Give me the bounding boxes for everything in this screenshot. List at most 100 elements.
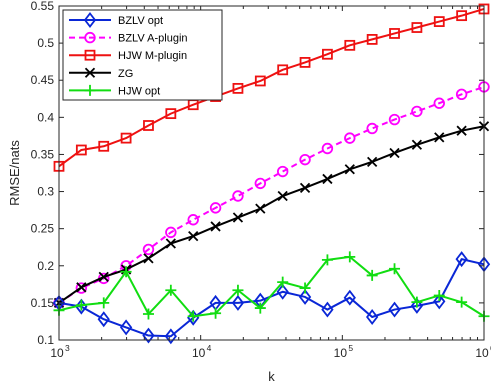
data-point-hjw-m-plugin-11 — [299, 57, 311, 68]
square-marker-shape — [322, 48, 333, 60]
plus-marker-shape — [142, 308, 154, 320]
x-marker-shape — [143, 253, 154, 264]
x-tick-label: 10 3 — [50, 343, 70, 360]
square-marker-shape — [165, 108, 177, 120]
y-tick-label: 0.4 — [37, 110, 54, 124]
diamond-marker-shape — [97, 311, 110, 328]
circle-marker-shape — [187, 214, 199, 226]
data-point-hjw-opt-5 — [165, 284, 177, 296]
axes-box — [58, 5, 485, 341]
data-point-zg-10 — [277, 190, 288, 202]
data-point-bzlv-opt-10 — [276, 283, 289, 300]
legend-entry-hjw-m-plugin: HJW M-plugin — [69, 49, 187, 62]
plus-marker-shape — [165, 284, 177, 296]
y-tick-label: 0.35 — [31, 147, 55, 161]
data-point-bzlv-a-plugin-15 — [388, 113, 401, 126]
data-point-hjw-m-plugin-5 — [165, 108, 177, 120]
circle-marker-shape — [299, 153, 311, 166]
circle-marker-shape — [84, 31, 96, 44]
plus-marker-shape — [299, 282, 311, 294]
square-marker-shape — [84, 49, 96, 61]
data-point-hjw-m-plugin-17 — [433, 16, 445, 27]
data-point-zg-12 — [322, 173, 333, 185]
x-tick-exponent: 4 — [207, 343, 212, 353]
series-hjw-opt — [53, 251, 490, 322]
diamond-marker-shape — [83, 12, 97, 28]
square-marker-shape — [389, 28, 400, 39]
data-point-hjw-opt-9 — [254, 302, 266, 314]
data-point-bzlv-opt-16 — [410, 297, 424, 314]
x-tick-label: 10 5 — [334, 343, 354, 360]
legend-label: BZLV A-plugin — [118, 33, 188, 45]
x-tick-base: 10 — [334, 346, 348, 360]
data-point-zg-6 — [188, 230, 199, 242]
data-point-bzlv-a-plugin-9 — [254, 177, 267, 190]
diamond-marker-shape — [142, 327, 155, 344]
legend-entry-hjw-opt: HJW opt — [69, 84, 160, 97]
diamond-marker-shape — [164, 328, 177, 345]
plus-marker-shape — [389, 263, 401, 275]
legend-entry-bzlv-a-plugin: BZLV A-plugin — [69, 31, 188, 45]
square-marker-shape — [344, 39, 356, 51]
data-point-hjw-opt-6 — [187, 310, 199, 322]
plus-marker-shape — [84, 84, 96, 96]
plus-marker-shape — [321, 254, 333, 266]
data-point-hjw-m-plugin-1 — [75, 144, 87, 156]
y-tick-label: 0.1 — [37, 333, 54, 347]
data-point-zg-5 — [165, 238, 176, 249]
circle-marker-shape — [433, 97, 445, 109]
diamond-marker-shape — [410, 297, 424, 314]
circle-marker-shape — [142, 243, 155, 256]
data-point-zg-7 — [210, 221, 221, 232]
data-point-hjw-m-plugin-4 — [143, 120, 154, 131]
data-point-bzlv-opt-3 — [119, 319, 133, 336]
circle-marker-shape — [232, 190, 244, 202]
x-tick-exponent: 3 — [65, 343, 70, 353]
data-point-bzlv-opt-14 — [366, 309, 379, 325]
data-point-bzlv-opt-12 — [321, 301, 334, 318]
x-tick-base: 10 — [475, 346, 489, 360]
data-point-bzlv-a-plugin-6 — [187, 214, 199, 226]
x-marker-shape — [188, 230, 199, 242]
data-point-bzlv-opt-11 — [298, 288, 312, 305]
circle-marker-shape — [455, 88, 468, 101]
legend-entry-zg: ZG — [69, 67, 133, 80]
square-marker-shape — [143, 120, 154, 131]
plus-marker-shape — [433, 289, 445, 301]
circle-marker-shape — [411, 105, 423, 118]
square-marker-shape — [411, 22, 423, 33]
legend-marker-sample — [84, 67, 96, 78]
x-marker-shape — [344, 164, 355, 175]
x-tick-base: 10 — [192, 346, 206, 360]
data-point-hjw-m-plugin-8 — [232, 82, 244, 94]
data-point-zg-15 — [389, 147, 400, 159]
y-tick-label: 0.15 — [31, 296, 55, 310]
x-tick-label: 10 4 — [192, 343, 212, 360]
x-marker-shape — [322, 173, 333, 185]
data-point-zg-14 — [367, 156, 378, 168]
data-point-hjw-m-plugin-3 — [120, 132, 132, 144]
circle-marker-shape — [75, 282, 88, 294]
data-point-zg-18 — [456, 125, 467, 136]
legend-marker-sample — [83, 12, 97, 28]
x-marker-shape — [84, 67, 96, 78]
data-point-hjw-opt-16 — [411, 296, 423, 308]
square-marker-shape — [433, 16, 445, 27]
y-tick-label: 0.55 — [31, 0, 55, 13]
data-point-hjw-m-plugin-10 — [277, 64, 289, 76]
data-point-hjw-opt-8 — [232, 284, 244, 296]
legend-marker-sample — [84, 49, 96, 61]
x-marker-shape — [389, 147, 400, 159]
square-marker-shape — [75, 144, 87, 156]
data-point-zg-4 — [143, 253, 154, 264]
data-point-zg-11 — [299, 182, 311, 193]
y-tick-label: 0.2 — [37, 259, 54, 273]
data-point-hjw-opt-4 — [142, 308, 154, 320]
diamond-marker-shape — [366, 309, 379, 325]
x-marker-shape — [210, 221, 221, 232]
data-point-bzlv-opt-5 — [164, 328, 177, 345]
data-point-bzlv-a-plugin-10 — [276, 165, 289, 178]
square-marker-shape — [277, 64, 289, 76]
